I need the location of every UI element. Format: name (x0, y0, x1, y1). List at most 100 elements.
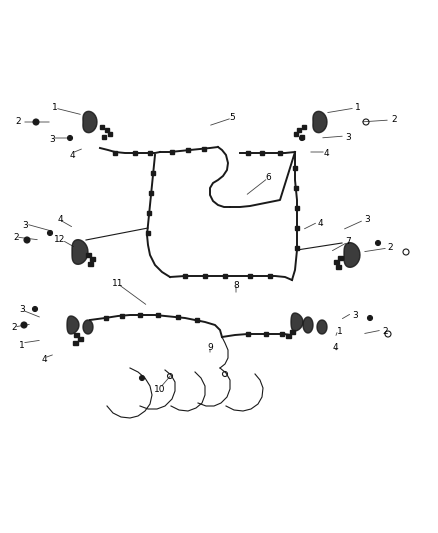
Text: 8: 8 (233, 280, 239, 289)
Circle shape (24, 237, 30, 243)
Polygon shape (294, 132, 298, 136)
Polygon shape (344, 243, 360, 268)
Polygon shape (86, 253, 91, 257)
Bar (280, 332, 284, 336)
Text: 2: 2 (15, 117, 21, 126)
Text: 5: 5 (229, 114, 235, 123)
Polygon shape (290, 330, 295, 334)
Bar (246, 332, 250, 336)
Text: 3: 3 (22, 221, 28, 230)
Polygon shape (102, 135, 106, 139)
Polygon shape (338, 256, 343, 260)
Bar (278, 151, 282, 155)
Text: 1: 1 (355, 103, 361, 112)
Polygon shape (313, 111, 327, 133)
Bar (148, 151, 152, 155)
Bar (104, 316, 108, 320)
Bar (295, 246, 299, 250)
Polygon shape (78, 337, 83, 341)
Text: 3: 3 (345, 133, 351, 142)
Bar (113, 151, 117, 155)
Bar (186, 148, 190, 152)
Text: 4: 4 (57, 215, 63, 224)
Text: 1: 1 (52, 103, 58, 112)
Text: 4: 4 (332, 343, 338, 352)
Text: 1: 1 (19, 341, 25, 350)
Polygon shape (291, 313, 303, 331)
Polygon shape (297, 128, 301, 132)
Text: 1: 1 (337, 327, 343, 336)
Text: 9: 9 (207, 343, 213, 352)
Polygon shape (302, 125, 306, 129)
Bar (295, 206, 299, 210)
Polygon shape (108, 132, 112, 136)
Circle shape (367, 316, 372, 320)
Text: 4: 4 (41, 356, 47, 365)
Text: 3: 3 (19, 305, 25, 314)
Bar (246, 151, 250, 155)
Text: 2: 2 (391, 116, 397, 125)
Text: 10: 10 (154, 385, 166, 394)
Circle shape (47, 230, 53, 236)
Circle shape (300, 135, 304, 141)
Bar (138, 313, 142, 317)
Text: 2: 2 (13, 233, 19, 243)
Polygon shape (336, 265, 341, 269)
Bar (202, 147, 206, 151)
Circle shape (139, 376, 145, 381)
Bar (120, 314, 124, 318)
Bar (293, 166, 297, 170)
Bar (223, 274, 227, 278)
Polygon shape (286, 334, 291, 338)
Polygon shape (105, 128, 109, 132)
Polygon shape (88, 262, 93, 266)
Bar (260, 151, 264, 155)
Polygon shape (303, 317, 313, 333)
Bar (294, 186, 298, 190)
Bar (195, 318, 199, 322)
Bar (264, 332, 268, 336)
Polygon shape (317, 320, 327, 334)
Circle shape (375, 240, 381, 246)
Bar (151, 171, 155, 175)
Text: 11: 11 (112, 279, 124, 288)
Bar (248, 274, 252, 278)
Bar (176, 315, 180, 319)
Polygon shape (334, 260, 339, 264)
Text: 4: 4 (317, 220, 323, 229)
Bar (149, 191, 153, 195)
Polygon shape (73, 341, 78, 345)
Text: 2: 2 (387, 244, 393, 253)
Bar (170, 150, 174, 154)
Text: 4: 4 (323, 149, 329, 158)
Bar (147, 211, 151, 215)
Circle shape (33, 119, 39, 125)
Polygon shape (300, 135, 304, 139)
Bar (268, 274, 272, 278)
Polygon shape (90, 257, 95, 261)
Text: 3: 3 (352, 311, 358, 319)
Bar (295, 226, 299, 230)
Polygon shape (100, 125, 104, 129)
Bar (146, 231, 150, 235)
Polygon shape (67, 316, 79, 334)
Polygon shape (74, 333, 79, 337)
Bar (156, 313, 160, 317)
Text: 7: 7 (345, 238, 351, 246)
Text: 3: 3 (49, 135, 55, 144)
Text: 3: 3 (364, 215, 370, 224)
Text: 6: 6 (265, 174, 271, 182)
Polygon shape (83, 111, 97, 133)
Bar (203, 274, 207, 278)
Bar (133, 151, 137, 155)
Text: 2: 2 (11, 324, 17, 333)
Text: 4: 4 (69, 150, 75, 159)
Polygon shape (72, 240, 88, 264)
Circle shape (21, 322, 27, 328)
Polygon shape (83, 320, 93, 334)
Bar (183, 274, 187, 278)
Circle shape (67, 135, 73, 141)
Text: 2: 2 (382, 327, 388, 336)
Text: 12: 12 (54, 236, 66, 245)
Circle shape (32, 306, 38, 311)
